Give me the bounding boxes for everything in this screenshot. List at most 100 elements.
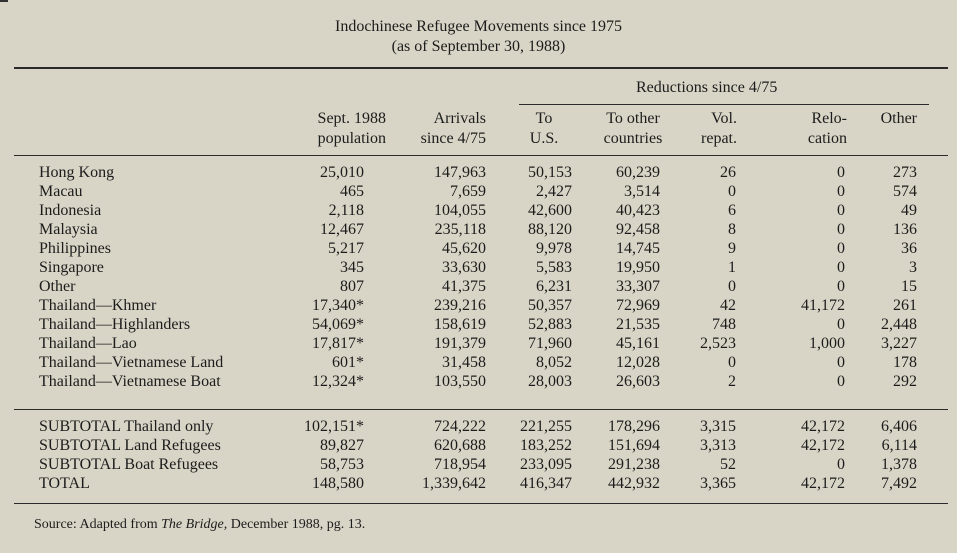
header-line-2: Other [880,110,917,127]
cell-value: 42,172 [801,437,845,454]
cell-value: 8,052 [536,354,572,371]
row-label: SUBTOTAL Boat Refugees [39,456,219,473]
cell-value: 41,172 [801,297,845,314]
cell-value: 26,603 [616,373,660,390]
header-vol-repat: Vol. repat. [680,109,737,149]
row-label: Thailand—Vietnamese Boat [39,373,221,390]
cell-value: 0 [837,221,845,238]
cell-value: 291,238 [608,456,660,473]
cell-value: 5,583 [536,259,572,276]
cell-value: 52,883 [528,316,572,333]
cell-value: 14,745 [616,240,660,257]
cell-value: 21,535 [616,316,660,333]
cell-value: 12,324* [312,373,364,390]
cell-value: 0 [837,456,845,473]
cell-value: 0 [728,354,736,371]
cell-value: 28,003 [528,373,572,390]
cell-value: 58,753 [320,456,364,473]
header-line-1: Relo- [811,110,847,127]
source-suffix: December 1988, pg. 13. [227,517,366,532]
cell-value: 102,151* [304,418,364,435]
cell-value: 31,458 [442,354,486,371]
table-row: Thailand—Highlanders 54,069* 158,619 52,883… [0,315,957,334]
header-population: Sept. 1988 population [280,109,386,149]
cell-value: 0 [837,202,845,219]
cell-value: 40,423 [616,202,660,219]
cell-value: 3,313 [700,437,736,454]
cell-value: 50,357 [528,297,572,314]
cell-value: 49 [901,202,917,219]
cell-value: 183,252 [520,437,572,454]
header-line-1: To other [606,110,660,127]
cell-value: 42,172 [801,475,845,492]
cell-value: 89,827 [320,437,364,454]
row-label: SUBTOTAL Thailand only [39,418,214,435]
group-header-underline [519,104,929,105]
corner-mark [0,0,8,8]
cell-value: 3,227 [881,335,917,352]
cell-value: 41,375 [442,278,486,295]
row-label: Thailand—Highlanders [39,316,191,333]
cell-value: 2,523 [700,335,736,352]
row-label: Macau [39,183,83,200]
table-subtitle: (as of September 30, 1988) [391,38,566,55]
cell-value: 620,688 [434,437,486,454]
table-row: Other 807 41,375 6,231 33,307 0 0 15 [0,277,957,296]
cell-value: 3 [909,259,917,276]
header-relocation: Relo- cation [770,109,847,149]
cell-value: 724,222 [434,418,486,435]
header-other: Other [860,109,917,129]
row-label: Thailand—Lao [39,335,137,352]
cell-value: 2 [728,373,736,390]
row-label: TOTAL [39,475,90,492]
header-to-us: To U.S. [514,109,574,149]
table-row: Macau 465 7,659 2,427 3,514 0 0 574 [0,182,957,201]
row-label: Thailand—Vietnamese Land [39,354,224,371]
header-rule [14,155,948,156]
cell-value: 807 [340,278,364,295]
cell-value: 2,118 [328,202,364,219]
cell-value: 0 [837,183,845,200]
cell-value: 33,307 [616,278,660,295]
cell-value: 6,406 [881,418,917,435]
subtotal-row: SUBTOTAL Land Refugees 89,827 620,688 183,2… [0,436,957,455]
cell-value: 0 [837,240,845,257]
cell-value: 0 [728,183,736,200]
cell-value: 0 [837,354,845,371]
cell-value: 71,960 [528,335,572,352]
header-line-1: Arrivals [433,110,486,127]
table-row: Malaysia 12,467 235,118 88,120 92,458 8 0 136 [0,220,957,239]
cell-value: 0 [837,316,845,333]
cell-value: 1 [728,259,736,276]
cell-value: 42 [720,297,736,314]
table-row: Thailand—Vietnamese Land 601* 31,458 8,052 1… [0,353,957,372]
table-row: Hong Kong 25,010 147,963 50,153 60,239 26 0 273 [0,163,957,182]
group-header: Reductions since 4/75 [636,79,778,96]
bottom-rule [14,503,948,504]
cell-value: 178,296 [608,418,660,435]
cell-value: 147,963 [434,164,486,181]
source-note: Source: Adapted from The Bridge, Decembe… [34,517,365,533]
table-row: Indonesia 2,118 104,055 42,600 40,423 6 0 49 [0,201,957,220]
cell-value: 292 [893,373,917,390]
cell-value: 574 [893,183,917,200]
cell-value: 191,379 [434,335,486,352]
cell-value: 148,580 [312,475,364,492]
row-label: Singapore [39,259,104,276]
cell-value: 442,932 [608,475,660,492]
cell-value: 25,010 [320,164,364,181]
cell-value: 0 [837,164,845,181]
cell-value: 6,231 [536,278,572,295]
cell-value: 601* [332,354,364,371]
header-line-1: Vol. [711,110,737,127]
row-label: Malaysia [39,221,98,238]
cell-value: 1,378 [881,456,917,473]
cell-value: 221,255 [520,418,572,435]
cell-value: 36 [901,240,917,257]
cell-value: 0 [837,259,845,276]
cell-value: 54,069* [312,316,364,333]
subtotal-row: SUBTOTAL Boat Refugees 58,753 718,954 233,0… [0,455,957,474]
table-title: Indochinese Refugee Movements since 1975 [334,18,623,35]
cell-value: 15 [901,278,917,295]
cell-value: 3,365 [700,475,736,492]
